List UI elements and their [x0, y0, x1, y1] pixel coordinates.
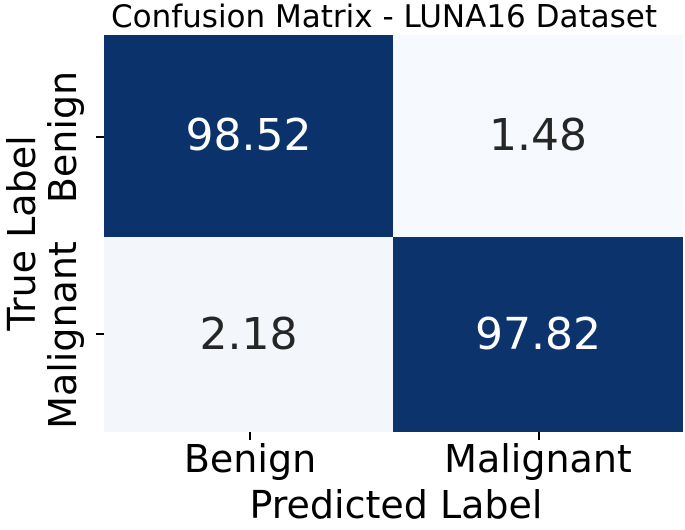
y-axis-label: True Label	[0, 135, 44, 331]
heatmap-cell-true-benign-pred-malignant: 1.48	[393, 35, 683, 237]
heatmap-cell-true-malignant-pred-malignant: 97.82	[393, 237, 683, 432]
cell-value-true-benign-pred-benign: 98.52	[185, 110, 312, 161]
x-tick-label-benign: Benign	[183, 437, 317, 481]
heatmap-cell-true-malignant-pred-benign: 2.18	[104, 237, 393, 432]
cell-value-true-benign-pred-malignant: 1.48	[489, 110, 587, 161]
y-tick-mark-malignant	[96, 333, 104, 335]
x-tick-mark-benign	[249, 432, 251, 440]
heatmap-grid: 98.52 1.48 2.18 97.82	[104, 35, 683, 432]
x-tick-mark-malignant	[538, 432, 540, 440]
y-tick-label-benign: Benign	[41, 70, 85, 204]
chart-title: Confusion Matrix - LUNA16 Dataset	[110, 0, 658, 35]
heatmap-cell-true-benign-pred-benign: 98.52	[104, 35, 393, 237]
x-axis-label: Predicted Label	[249, 483, 543, 527]
y-tick-mark-benign	[96, 136, 104, 138]
cell-value-true-malignant-pred-benign: 2.18	[199, 308, 298, 360]
cell-value-true-malignant-pred-malignant: 97.82	[475, 308, 601, 360]
x-tick-label-malignant: Malignant	[444, 437, 632, 481]
y-tick-label-malignant: Malignant	[41, 241, 85, 429]
